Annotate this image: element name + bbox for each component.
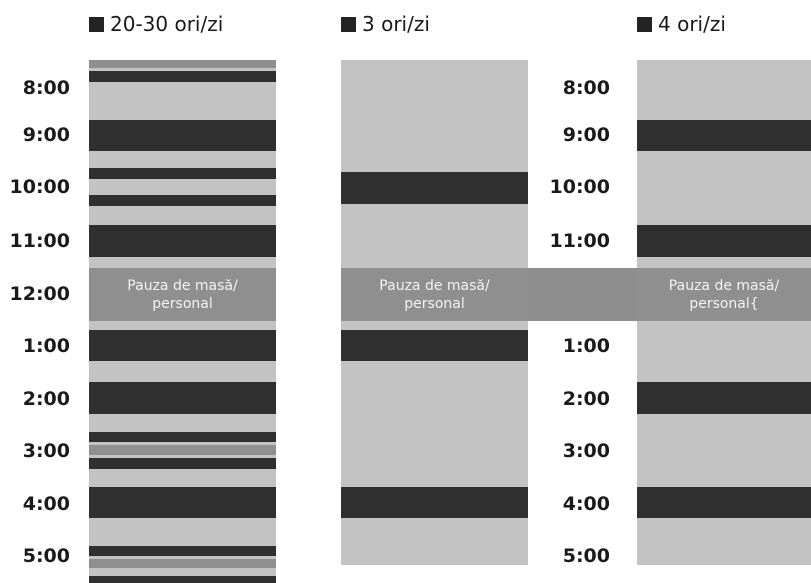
time-label: 3:00 — [22, 440, 70, 462]
interruption-block — [637, 120, 811, 151]
interruption-block — [89, 168, 276, 179]
time-label: 11:00 — [549, 230, 610, 252]
lunch-label: Pauza de masă/ personal{ — [637, 268, 811, 321]
interruption-block — [89, 382, 276, 414]
time-label: 2:00 — [562, 388, 610, 410]
legend-square-icon — [89, 16, 104, 32]
time-label: 2:00 — [22, 388, 70, 410]
interruption-block — [89, 120, 276, 151]
time-label: 5:00 — [22, 545, 70, 567]
time-label: 1:00 — [22, 335, 70, 357]
legend-label: 20-30 ori/zi — [110, 12, 224, 36]
lunch-label-line1: Pauza de masă/ — [379, 277, 490, 294]
legend-label: 4 ori/zi — [658, 12, 726, 36]
time-label: 11:00 — [9, 230, 70, 252]
interruption-block — [637, 225, 811, 257]
interruption-block — [89, 576, 276, 583]
time-label: 12:00 — [9, 283, 70, 305]
time-label: 9:00 — [562, 124, 610, 146]
interruption-block — [89, 330, 276, 361]
interruption-block — [89, 71, 276, 82]
interruption-block — [89, 445, 276, 455]
interruption-block — [89, 432, 276, 442]
interruption-block — [341, 172, 528, 204]
interruption-block — [89, 195, 276, 206]
interruption-block — [341, 330, 528, 361]
time-label: 5:00 — [562, 545, 610, 567]
time-label: 4:00 — [22, 493, 70, 515]
lunch-label: Pauza de masă/ personal — [341, 268, 528, 321]
lunch-label: Pauza de masă/ personal — [89, 268, 276, 321]
interruption-block — [637, 382, 811, 414]
legend-3: 3 ori/zi — [341, 10, 430, 38]
interruption-block — [89, 487, 276, 518]
time-label: 9:00 — [22, 124, 70, 146]
lunch-block — [89, 268, 276, 321]
time-label: 10:00 — [9, 176, 70, 198]
lunch-label-line2: personal — [404, 295, 465, 312]
lunch-label-line2: personal — [152, 295, 213, 312]
time-label: 10:00 — [549, 176, 610, 198]
legend-4: 4 ori/zi — [637, 10, 726, 38]
time-label: 3:00 — [562, 440, 610, 462]
lunch-label-line2: personal{ — [689, 295, 759, 312]
time-label: 8:00 — [562, 77, 610, 99]
time-label: 1:00 — [562, 335, 610, 357]
interruption-block — [89, 60, 276, 68]
schedule-column-3 — [341, 60, 528, 565]
lunch-label-line1: Pauza de masă/ — [668, 277, 780, 294]
interruption-block — [89, 546, 276, 556]
legend-20-30: 20-30 ori/zi — [89, 10, 223, 38]
lunch-block — [637, 268, 811, 321]
legend-square-icon — [637, 16, 652, 32]
lunch-block — [341, 268, 528, 321]
interruption-block — [637, 487, 811, 518]
legend-square-icon — [341, 16, 356, 32]
schedule-column-4 — [637, 60, 811, 565]
interruption-block — [89, 225, 276, 257]
interruption-block — [341, 487, 528, 518]
legend-label: 3 ori/zi — [362, 12, 430, 36]
time-label: 8:00 — [22, 77, 70, 99]
interruption-block — [89, 559, 276, 568]
schedule-column-20-30 — [89, 60, 276, 583]
time-label: 4:00 — [562, 493, 610, 515]
lunch-label-line1: Pauza de masă/ — [127, 277, 238, 294]
interruption-block — [89, 458, 276, 469]
